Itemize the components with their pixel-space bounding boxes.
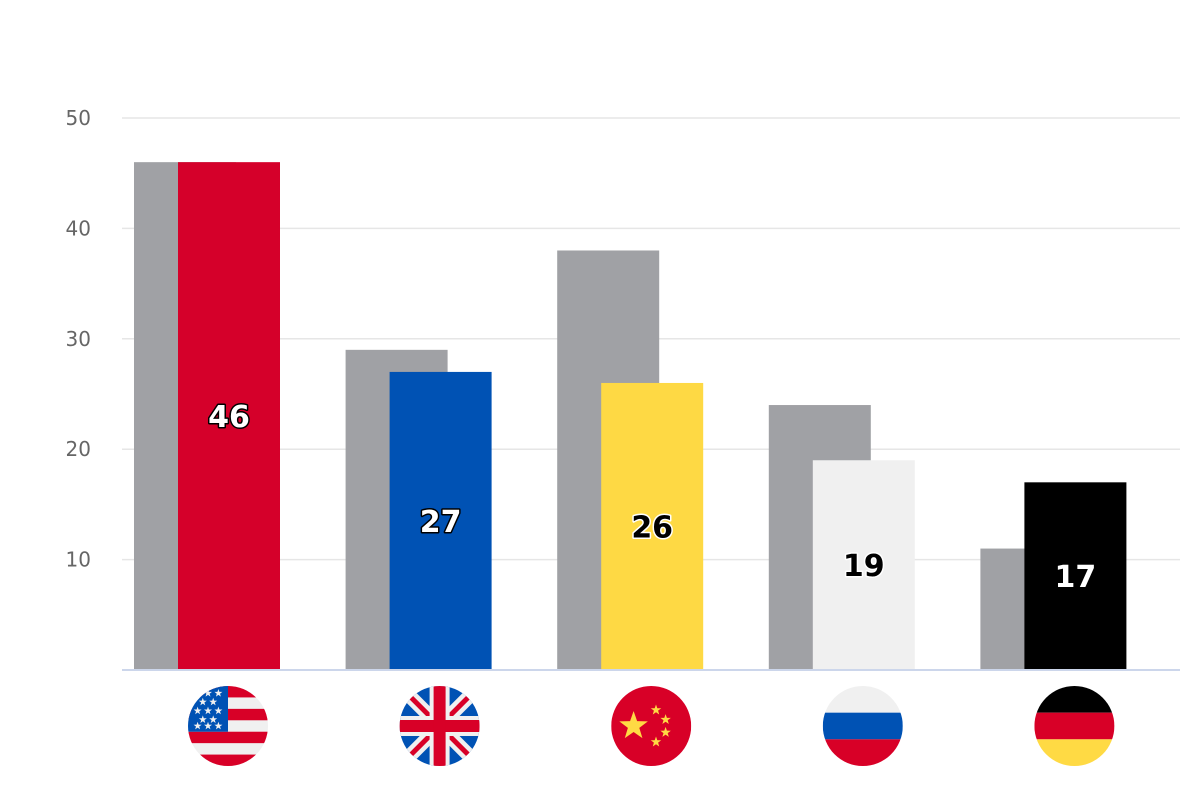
data-label-4: 17 (1055, 560, 1097, 595)
bar-current-1 (389, 371, 492, 670)
cn-flag-icon (611, 686, 692, 766)
data-labels: 46 27 26 19 17 (207, 399, 1098, 597)
y-tick-label-20: 20 (66, 437, 91, 461)
data-label-1: 27 (420, 505, 462, 540)
us-flag-icon (188, 686, 268, 766)
bar-current-2 (601, 382, 704, 670)
de-flag-icon (1034, 686, 1115, 766)
y-tick-label-30: 30 (66, 327, 91, 351)
bar-current-3 (812, 460, 915, 670)
ru-flag-icon (822, 686, 903, 766)
data-label-3: 19 (843, 549, 885, 584)
bar-current-4 (1024, 482, 1127, 670)
y-tick-label-50: 50 (66, 106, 91, 130)
gb-flag-icon (399, 686, 480, 766)
current-series-bars (178, 162, 1127, 670)
y-tick-label-10: 10 (66, 548, 91, 572)
bar-current-0 (178, 162, 280, 670)
category-flags (188, 686, 1115, 766)
y-axis-tick-labels: 10 20 30 40 50 (66, 106, 91, 572)
y-tick-label-40: 40 (66, 216, 91, 240)
data-label-2: 26 (631, 510, 673, 545)
data-label-0: 46 (208, 400, 250, 435)
